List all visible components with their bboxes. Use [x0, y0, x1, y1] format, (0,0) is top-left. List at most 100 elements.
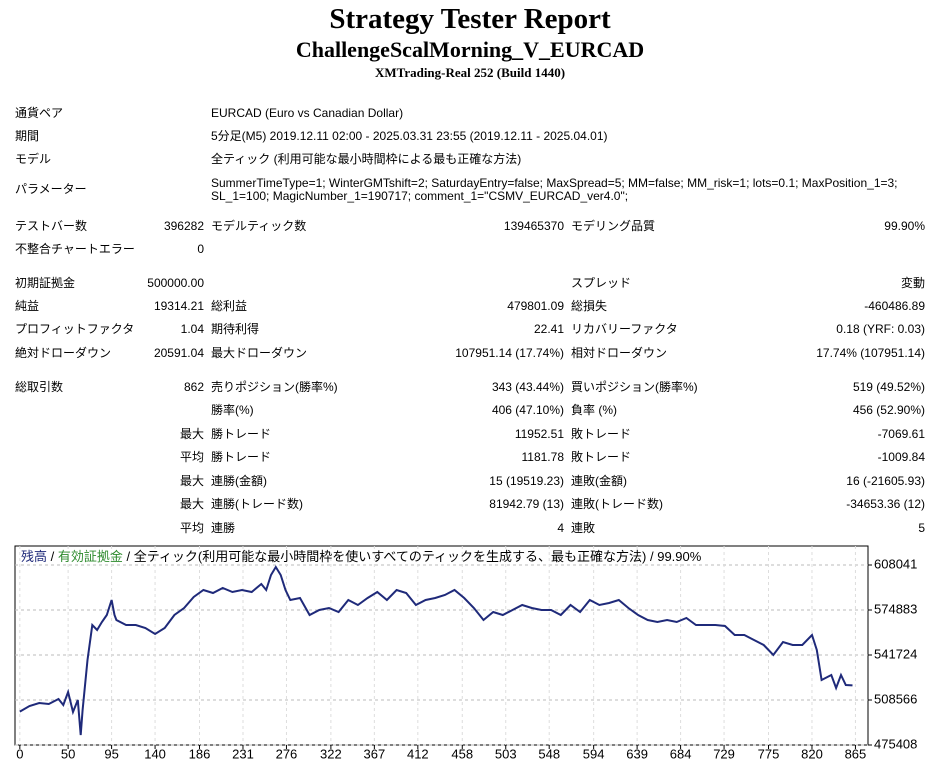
table-cell: 買いポジション(勝率%) — [571, 380, 698, 394]
table-cell: 19314.21 — [153, 299, 204, 313]
table-cell: SL_1=100; MagicNumber_1=190717; comment_… — [211, 189, 629, 203]
table-cell: 相対ドローダウン — [571, 346, 668, 360]
x-tick-label: 276 — [276, 746, 298, 761]
table-cell: 勝トレード — [211, 427, 272, 441]
table-cell: 99.90% — [884, 219, 925, 233]
table-cell: 519 (49.52%) — [852, 380, 925, 394]
x-tick-label: 50 — [61, 746, 75, 761]
table-cell: パラメーター — [15, 182, 87, 196]
table-cell: 107951.14 (17.74%) — [455, 346, 564, 360]
x-tick-label: 865 — [845, 746, 867, 761]
table-cell: -7069.61 — [877, 427, 925, 441]
legend-entry: 残高 — [21, 549, 47, 564]
y-tick-label: 475408 — [874, 736, 917, 751]
table-cell: 343 (43.44%) — [491, 380, 564, 394]
table-cell: 不整合チャートエラー — [15, 242, 135, 256]
report-title: Strategy Tester Report — [329, 3, 611, 35]
table-cell: リカバリーファクタ — [571, 322, 678, 336]
table-cell: 連敗(トレード数) — [571, 497, 663, 511]
table-cell: 連勝 — [211, 521, 236, 535]
chart-caption: 残高 / 有効証拠金 / 全ティック(利用可能な最小時間枠を使いすべてのティック… — [21, 549, 702, 564]
table-cell: 総利益 — [211, 299, 248, 313]
x-tick-label: 412 — [407, 746, 429, 761]
table-cell: 敗トレード — [571, 450, 632, 464]
table-cell: 期間 — [15, 129, 40, 143]
x-tick-label: 684 — [670, 746, 692, 761]
table-cell: 総損失 — [571, 299, 608, 313]
table-cell: 1.04 — [180, 322, 204, 336]
x-tick-label: 367 — [364, 746, 386, 761]
table-cell: 売りポジション(勝率%) — [211, 380, 338, 394]
table-cell: -34653.36 (12) — [846, 497, 925, 511]
table-cell: 22.41 — [533, 322, 564, 336]
x-tick-label: 548 — [538, 746, 560, 761]
balance-line — [19, 565, 853, 736]
table-cell: -460486.89 — [864, 299, 925, 313]
table-cell: 4 — [557, 521, 564, 535]
legend-entry: 有効証拠金 — [58, 549, 123, 564]
table-cell: 139465370 — [503, 219, 564, 233]
table-cell: 20591.04 — [153, 346, 204, 360]
table-cell: 5 — [918, 521, 925, 535]
table-cell: 初期証拠金 — [15, 276, 76, 290]
table-cell: 406 (47.10%) — [491, 403, 564, 417]
table-cell: 全ティック (利用可能な最小時間枠による最も正確な方法) — [211, 152, 522, 166]
x-tick-label: 503 — [495, 746, 517, 761]
table-cell: モデルティック数 — [211, 219, 307, 233]
table-cell: テストバー数 — [15, 219, 88, 233]
x-tick-label: 231 — [232, 746, 254, 761]
x-tick-label: 186 — [189, 746, 211, 761]
table-cell: 最大 — [179, 427, 204, 441]
table-cell: 平均 — [179, 450, 204, 464]
table-cell: 通貨ペア — [15, 106, 64, 120]
x-tick-label: 458 — [451, 746, 473, 761]
table-cell: 479801.09 — [507, 299, 564, 313]
table-cell: 862 — [183, 380, 204, 394]
table-cell: 連敗 — [571, 521, 596, 535]
table-cell: 総取引数 — [15, 380, 64, 394]
table-cell: 5分足(M5) 2019.12.11 02:00 - 2025.03.31 23… — [211, 129, 608, 143]
y-tick-label: 608041 — [874, 556, 917, 571]
table-cell: 17.74% (107951.14) — [816, 346, 925, 360]
table-cell: 平均 — [179, 521, 204, 535]
table-cell: 500000.00 — [147, 276, 204, 290]
table-cell: 0.18 (YRF: 0.03) — [836, 322, 925, 336]
table-cell: 勝トレード — [211, 450, 272, 464]
table-cell: EURCAD (Euro vs Canadian Dollar) — [211, 106, 404, 120]
table-cell: 16 (-21605.93) — [846, 474, 925, 488]
legend-entry: / 全ティック(利用可能な最小時間枠を使いすべてのティックを生成する、最も正確な… — [123, 549, 702, 564]
y-tick-label: 508566 — [874, 691, 917, 706]
table-cell: モデリング品質 — [571, 219, 656, 233]
table-cell: SummerTimeType=1; WinterGMTshift=2; Satu… — [211, 176, 898, 190]
table-cell: 勝率(%) — [211, 403, 254, 417]
x-tick-label: 775 — [758, 746, 780, 761]
table-cell: 連敗(金額) — [571, 474, 627, 488]
table-cell: 負率 (%) — [571, 403, 617, 417]
table-cell: 最大 — [179, 474, 204, 488]
table-cell: 絶対ドローダウン — [15, 346, 112, 360]
table-cell: 期待利得 — [211, 322, 260, 336]
table-cell: 456 (52.90%) — [852, 403, 925, 417]
x-tick-label: 140 — [144, 746, 166, 761]
x-tick-label: 594 — [583, 746, 605, 761]
report-subtitle: ChallengeScalMorning_V_EURCAD — [295, 37, 645, 62]
table-cell: 0 — [197, 242, 204, 256]
table-cell: -1009.84 — [877, 450, 925, 464]
table-cell: 11952.51 — [514, 427, 564, 441]
x-tick-label: 729 — [713, 746, 735, 761]
x-tick-label: 639 — [626, 746, 648, 761]
table-cell: 最大ドローダウン — [211, 346, 308, 360]
legend-entry: / — [47, 549, 58, 564]
table-cell: 連勝(トレード数) — [211, 497, 303, 511]
table-cell: 15 (19519.23) — [489, 474, 564, 488]
table-cell: 変動 — [900, 276, 925, 290]
table-cell: 純益 — [15, 299, 40, 313]
x-tick-label: 95 — [104, 746, 118, 761]
x-tick-label: 820 — [801, 746, 823, 761]
x-tick-label: 0 — [16, 746, 23, 761]
plot-frame — [14, 545, 869, 746]
table-cell: 396282 — [163, 219, 204, 233]
table-cell: 連勝(金額) — [211, 474, 267, 488]
